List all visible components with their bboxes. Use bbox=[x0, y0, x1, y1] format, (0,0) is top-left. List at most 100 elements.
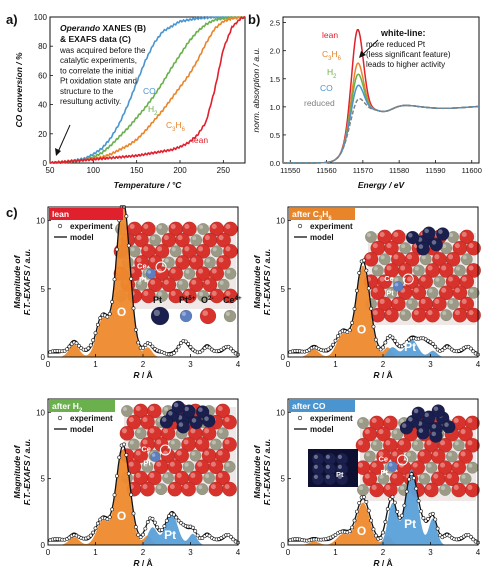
experiment-point bbox=[88, 343, 93, 348]
experiment-point bbox=[385, 507, 390, 511]
pt-atom bbox=[429, 429, 443, 443]
o-atom-shine bbox=[149, 405, 155, 412]
experiment-point bbox=[129, 276, 134, 281]
o-atom-shine bbox=[128, 461, 134, 467]
o-atom-shine bbox=[461, 276, 467, 282]
y-tick-label: 2.5 bbox=[270, 19, 280, 28]
o-atom bbox=[161, 277, 177, 293]
o-atom-shine bbox=[129, 223, 135, 229]
o-atom-shine bbox=[412, 462, 418, 468]
o-atom-shine bbox=[364, 473, 370, 479]
series-line-c3h6 bbox=[283, 62, 479, 164]
o-atom-shine bbox=[372, 287, 378, 293]
y-tick-label: 20 bbox=[38, 130, 47, 139]
o-atom-shine bbox=[211, 223, 217, 229]
o-atom bbox=[369, 482, 385, 498]
ball-legend-atom bbox=[150, 306, 170, 326]
o-atom-shine bbox=[419, 451, 425, 457]
panel-a-arrowhead bbox=[55, 148, 61, 156]
ce-atom bbox=[196, 483, 209, 496]
pt-atom-shine bbox=[198, 407, 203, 412]
o-atom-shine bbox=[211, 290, 217, 296]
panel-b-arrow bbox=[361, 39, 379, 56]
o-atom-shine bbox=[143, 246, 149, 252]
o-atom-shine bbox=[448, 254, 454, 260]
y-tick-label: 0 bbox=[281, 541, 286, 550]
experiment-point bbox=[186, 341, 191, 346]
ce-atom-shine bbox=[211, 440, 216, 445]
experiment-point bbox=[381, 345, 385, 350]
structure-inset: Ce Pt bbox=[119, 400, 238, 497]
o-atom-shine bbox=[379, 231, 385, 237]
experiment-point bbox=[435, 526, 440, 531]
experiment-point bbox=[136, 532, 141, 537]
pt-atom-shine bbox=[313, 474, 318, 479]
legend-model-label: model bbox=[70, 425, 94, 434]
legend-model-label: model bbox=[70, 233, 94, 242]
ball-legend-atom bbox=[223, 309, 237, 323]
experiment-point bbox=[110, 300, 115, 304]
ce-atom bbox=[168, 438, 181, 451]
x-tick-label: 1 bbox=[93, 548, 98, 557]
experiment-point bbox=[433, 517, 438, 522]
ce-atom bbox=[411, 439, 424, 452]
o-atom-shine bbox=[177, 235, 183, 241]
ce-atom bbox=[412, 264, 425, 277]
ce-atom-shine bbox=[428, 288, 433, 293]
o-atom bbox=[222, 437, 238, 452]
o-atom bbox=[452, 285, 468, 301]
o-atom-shine bbox=[143, 223, 149, 229]
pt-atom-shine bbox=[444, 422, 449, 427]
ce-atom bbox=[216, 427, 229, 440]
label-h2: H2 bbox=[148, 104, 157, 117]
ce-highlight bbox=[159, 444, 171, 456]
ce-atom-shine bbox=[164, 258, 169, 263]
ce-atom-shine bbox=[218, 429, 223, 434]
pt-atom bbox=[442, 420, 456, 434]
o-atom bbox=[459, 296, 475, 312]
o-atom-shine bbox=[386, 265, 392, 271]
o-atom-shine bbox=[135, 472, 141, 478]
ball-legend-label: Ce4+ bbox=[223, 295, 242, 306]
ce-atom-shine bbox=[205, 258, 210, 263]
experiment-point bbox=[362, 495, 366, 499]
y-tick-label: 0 bbox=[41, 353, 46, 362]
o-atom-shine bbox=[468, 243, 474, 249]
o-atom bbox=[209, 266, 225, 282]
experiment-point bbox=[126, 243, 131, 248]
o-atom bbox=[458, 426, 473, 442]
ball-legend-label: O2- bbox=[201, 295, 214, 306]
ce-atom-shine bbox=[184, 462, 189, 467]
o-atom-shine bbox=[224, 439, 230, 445]
o-atom-shine bbox=[448, 276, 454, 282]
x-tick-label: 4 bbox=[236, 360, 241, 369]
inset-label-pt: Pt bbox=[386, 289, 394, 298]
panel-c-xlabel: R / Å bbox=[373, 558, 392, 568]
label-h2-b: H2 bbox=[327, 67, 336, 80]
o-atom bbox=[389, 449, 405, 464]
y-tick-label: 60 bbox=[38, 71, 47, 80]
o-atom-shine bbox=[169, 461, 175, 467]
pt-atom bbox=[411, 406, 426, 420]
panel-a-note-line: was acquired before the bbox=[59, 46, 146, 55]
o-atom bbox=[377, 274, 393, 290]
experiment-point bbox=[354, 288, 359, 293]
o-atom-shine bbox=[184, 223, 190, 229]
o-atom bbox=[369, 460, 385, 476]
panel-tag-label: after CO bbox=[292, 401, 326, 411]
structure-inset: Ce Pt bbox=[113, 221, 238, 309]
o-atom-shine bbox=[149, 428, 155, 434]
pt-atom-shine bbox=[418, 428, 424, 433]
panel-a-note-line: to correlate the initial bbox=[60, 66, 134, 75]
pt-atom bbox=[202, 414, 216, 428]
ce-atom-shine bbox=[199, 291, 204, 296]
pt-atom bbox=[171, 400, 186, 414]
experiment-point bbox=[400, 513, 404, 518]
pt-shell-fill bbox=[378, 469, 478, 545]
experiment-point bbox=[152, 520, 157, 525]
pt-atom bbox=[335, 472, 349, 486]
o-atom-shine bbox=[210, 484, 216, 490]
panel-a-note-title: Operando XANES (B) bbox=[60, 23, 146, 33]
x-tick-label: 0 bbox=[46, 548, 51, 557]
experiment-point bbox=[65, 347, 69, 352]
